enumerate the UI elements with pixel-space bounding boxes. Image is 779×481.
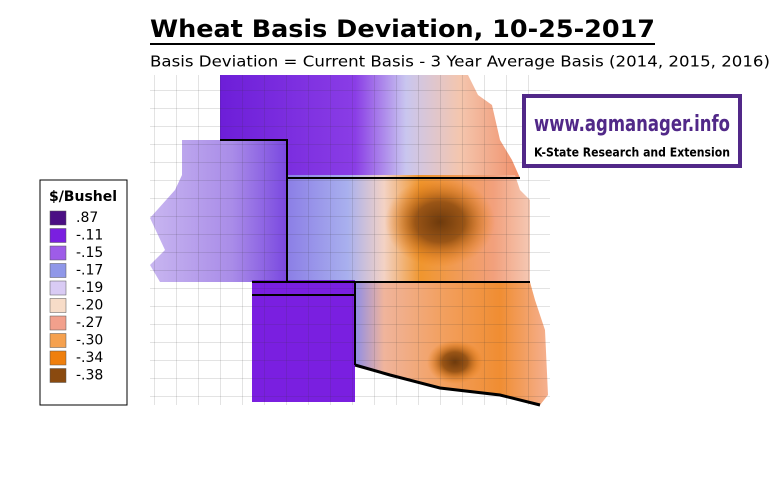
legend-swatch <box>49 368 67 383</box>
legend-swatch <box>49 280 67 296</box>
legend-swatch <box>49 263 67 278</box>
legend-swatch <box>49 315 67 331</box>
legend-swatch <box>49 333 67 348</box>
title: Wheat Basis Deviation, 10-25-2017 <box>150 15 655 43</box>
legend-label: -.15 <box>76 245 103 261</box>
legend-label: -.20 <box>76 298 103 314</box>
river <box>354 363 541 407</box>
legend-label: -.30 <box>76 333 103 349</box>
legend-label: -.11 <box>76 228 103 244</box>
legend-swatch <box>49 210 67 226</box>
legend-title: $/Bushel <box>49 189 117 205</box>
legend-label: -.38 <box>76 368 103 384</box>
legend-swatch <box>49 298 67 313</box>
logo-box <box>522 94 742 168</box>
state-lines <box>220 139 530 365</box>
legend-swatch <box>49 350 67 366</box>
legend-swatch <box>49 228 67 243</box>
legend-label: .87 <box>76 210 98 226</box>
legend: .87 -.11-.15 -.17-.19 -.20-.27 -.30-.34 -.38 <box>49 210 103 384</box>
subtitle: Basis Deviation = Current Basis - 3 Year… <box>150 53 770 71</box>
legend-label: -.27 <box>76 315 103 331</box>
county-lines <box>150 75 550 405</box>
legend-swatch <box>49 245 67 261</box>
logo-url: www.agmanager.info <box>534 112 730 137</box>
legend-label: -.34 <box>76 350 103 366</box>
map <box>150 75 550 407</box>
legend-label: -.19 <box>76 280 103 296</box>
legend-label: -.17 <box>76 263 103 279</box>
logo-org: K-State Research and Extension <box>534 146 730 160</box>
